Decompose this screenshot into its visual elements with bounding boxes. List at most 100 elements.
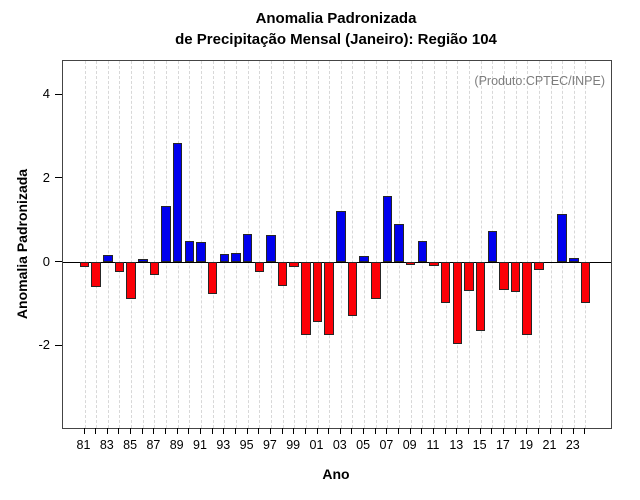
x-tick (339, 428, 341, 434)
x-tick (328, 428, 330, 434)
y-tick-label: 4 (42, 86, 50, 102)
bar-02 (324, 262, 334, 336)
x-tick (456, 428, 458, 434)
year-gridline (468, 61, 470, 428)
x-tick (281, 428, 283, 434)
x-tick (514, 428, 516, 434)
y-tick (55, 93, 62, 95)
bar-84 (114, 262, 125, 273)
bar-09 (405, 262, 416, 266)
year-gridline (375, 61, 377, 428)
bar-17 (499, 262, 509, 291)
x-tick-label: 85 (123, 438, 138, 452)
bar-92 (207, 262, 218, 295)
year-gridline (84, 61, 86, 428)
x-tick (188, 428, 190, 434)
x-tick (95, 428, 97, 434)
year-gridline (364, 61, 366, 428)
x-tick (141, 428, 143, 434)
x-tick (549, 428, 551, 434)
bar-01 (312, 262, 323, 322)
bar-15 (475, 262, 486, 331)
bar-90 (184, 241, 195, 262)
bar-16 (487, 230, 497, 262)
year-gridline (107, 61, 109, 428)
x-tick (118, 428, 120, 434)
year-gridline (235, 61, 237, 428)
bar-24 (580, 262, 591, 303)
year-gridline (305, 61, 307, 428)
bar-96 (254, 262, 264, 273)
x-tick-label: 07 (379, 438, 394, 452)
year-gridline (352, 61, 354, 428)
year-gridline (445, 61, 447, 428)
x-tick-label: 89 (169, 438, 184, 452)
x-tick (491, 428, 493, 434)
year-gridline (294, 61, 296, 428)
bar-23 (569, 257, 579, 262)
year-gridline (119, 61, 121, 428)
year-gridline (224, 61, 226, 428)
year-gridline (480, 61, 482, 428)
x-tick (537, 428, 539, 434)
year-gridline (142, 61, 144, 428)
bar-95 (242, 234, 253, 262)
y-tick-label: 2 (42, 169, 50, 185)
x-tick (398, 428, 400, 434)
x-tick-label: 93 (216, 438, 231, 452)
x-tick-label: 17 (495, 438, 510, 452)
x-tick (386, 428, 388, 434)
x-tick (374, 428, 376, 434)
bar-03 (336, 210, 346, 262)
bar-22 (557, 213, 567, 262)
zero-line (63, 262, 611, 263)
year-gridline (329, 61, 331, 428)
x-tick (234, 428, 236, 434)
x-tick-label: 97 (262, 438, 277, 452)
x-tick-label: 21 (542, 438, 557, 452)
bar-83 (103, 254, 113, 262)
bar-97 (266, 234, 276, 262)
x-tick-label: 81 (76, 438, 91, 452)
bar-06 (371, 262, 381, 299)
x-tick (246, 428, 248, 434)
bar-07 (382, 196, 393, 262)
bar-94 (231, 253, 241, 262)
year-gridline (96, 61, 98, 428)
bar-08 (394, 224, 404, 262)
year-gridline (503, 61, 505, 428)
year-gridline (515, 61, 517, 428)
x-tick (444, 428, 446, 434)
x-tick-label: 83 (99, 438, 114, 452)
bar-98 (277, 262, 288, 286)
bar-12 (440, 262, 451, 303)
x-tick-label: 19 (519, 438, 534, 452)
x-tick (526, 428, 528, 434)
year-gridline (259, 61, 261, 428)
y-tick-label: 0 (42, 253, 50, 269)
x-tick-label: 95 (239, 438, 254, 452)
bar-85 (126, 262, 136, 299)
y-tick (55, 344, 62, 346)
bar-99 (289, 262, 299, 268)
bar-86 (138, 258, 148, 262)
bar-20 (534, 262, 544, 270)
x-tick (421, 428, 423, 434)
x-axis-label: Ano (322, 466, 350, 482)
x-tick (106, 428, 108, 434)
y-tick (55, 177, 62, 179)
year-gridline (527, 61, 529, 428)
x-tick (223, 428, 225, 434)
x-tick (316, 428, 318, 434)
x-tick (211, 428, 213, 434)
year-gridline (282, 61, 284, 428)
bar-05 (359, 256, 369, 262)
bar-19 (522, 262, 532, 336)
x-tick (269, 428, 271, 434)
bar-93 (219, 254, 230, 262)
x-tick (165, 428, 167, 434)
x-tick-label: 23 (565, 438, 580, 452)
year-gridline (154, 61, 156, 428)
x-tick-label: 01 (309, 438, 324, 452)
